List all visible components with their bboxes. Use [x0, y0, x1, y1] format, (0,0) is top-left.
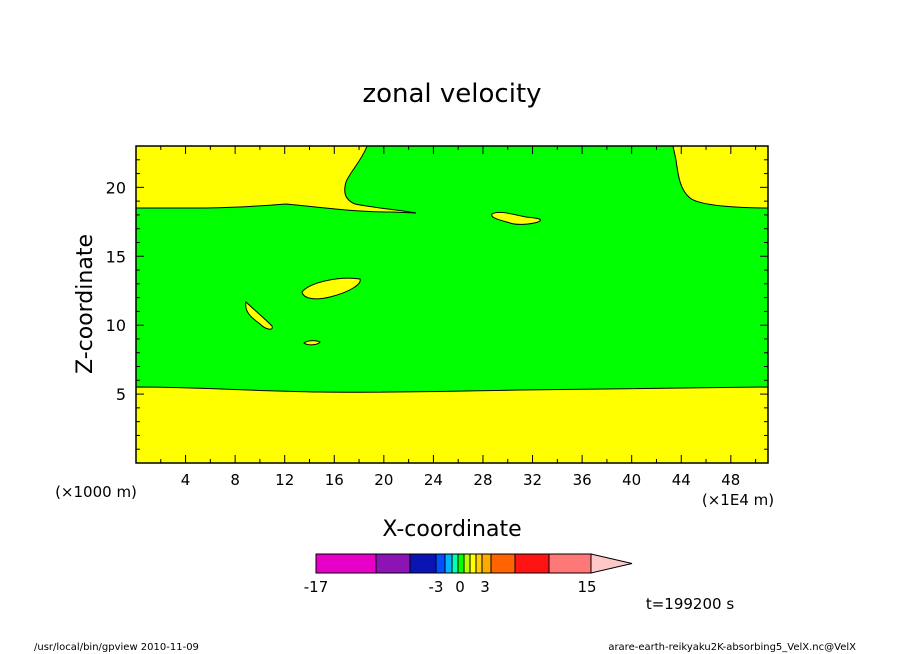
- colorbar-segment: [514, 553, 550, 574]
- colorbar-segment: [375, 553, 411, 574]
- x-tick-label: 32: [523, 471, 542, 489]
- colorbar-label: 3: [480, 578, 490, 596]
- footer-right: arare-earth-reikyaku2K-absorbing5_VelX.n…: [608, 642, 856, 653]
- x-axis: 4 8 12 16 20 24 28 32 36 40 44 48: [160, 146, 757, 489]
- colorbar-label: 0: [455, 578, 465, 596]
- x-tick-label: 48: [721, 471, 740, 489]
- colorbar-labels: -17 -3 0 3 15: [304, 578, 597, 596]
- colorbar-segment: [475, 553, 483, 574]
- x-tick-label: 40: [622, 471, 641, 489]
- x-tick-label: 4: [181, 471, 191, 489]
- y-tick-label: 15: [106, 247, 126, 266]
- contour-island-4: [303, 340, 321, 346]
- y-tick-label: 20: [106, 178, 126, 197]
- colorbar-segment: [463, 553, 471, 574]
- colorbar-segment: [469, 553, 477, 574]
- x-tick-label: 16: [325, 471, 344, 489]
- x-tick-label: 36: [573, 471, 592, 489]
- y-tick-label: 5: [116, 385, 126, 404]
- colorbar: [315, 553, 633, 574]
- footer-left: /usr/local/bin/gpview 2010-11-09: [34, 642, 199, 653]
- contour-region-yellow-top: [135, 145, 417, 214]
- colorbar-segment: [451, 553, 459, 574]
- time-annotation: t=199200 s: [646, 595, 734, 613]
- contour-island-2: [301, 277, 361, 300]
- plot-frame: [135, 145, 769, 464]
- colorbar-segment: [444, 553, 453, 574]
- contour-region-yellow-bottom: [135, 386, 769, 464]
- contour-island-3: [245, 300, 273, 330]
- colorbar-segment: [457, 553, 465, 574]
- colorbar-segment: [490, 553, 516, 574]
- y-tick-label: 10: [106, 316, 126, 335]
- colorbar-label: 15: [577, 578, 596, 596]
- x-axis-label: X-coordinate: [382, 517, 521, 542]
- colorbar-segment: [435, 553, 446, 574]
- x-tick-label: 24: [424, 471, 443, 489]
- y-axis: 5 10 15 20: [106, 159, 768, 450]
- x-tick-label: 28: [473, 471, 492, 489]
- x-unit-note: (×1E4 m): [702, 491, 774, 509]
- colorbar-extend-arrow: [590, 553, 633, 574]
- y-axis-label: Z-coordinate: [73, 234, 98, 374]
- chart-title: zonal velocity: [362, 79, 541, 109]
- x-tick-label: 44: [672, 471, 691, 489]
- x-tick-label: 20: [374, 471, 393, 489]
- colorbar-segment: [315, 553, 377, 574]
- colorbar-segment: [481, 553, 492, 574]
- colorbar-label: -17: [304, 578, 329, 596]
- x-tick-label: 8: [230, 471, 240, 489]
- z-unit-note: (×1000 m): [55, 483, 137, 501]
- plot-area: [135, 145, 769, 464]
- x-tick-label: 12: [275, 471, 294, 489]
- colorbar-segment: [409, 553, 437, 574]
- contour-island-1: [491, 211, 541, 225]
- colorbar-segment: [548, 553, 592, 574]
- contour-region-yellow-top-right: [672, 145, 769, 209]
- colorbar-label: -3: [429, 578, 444, 596]
